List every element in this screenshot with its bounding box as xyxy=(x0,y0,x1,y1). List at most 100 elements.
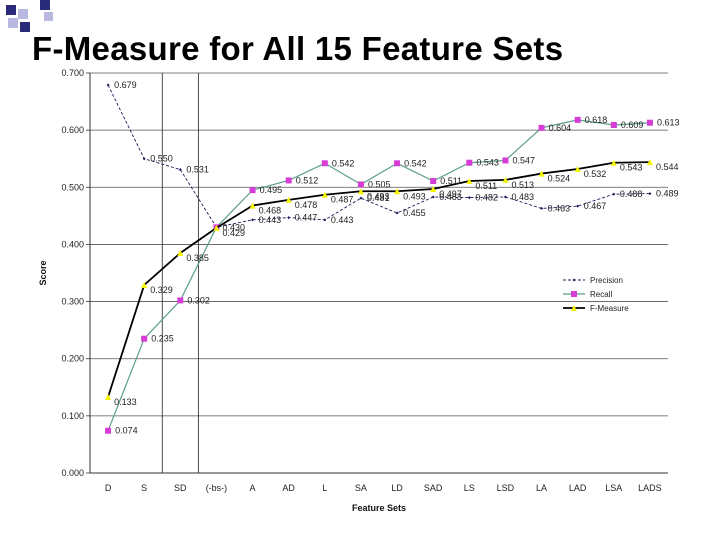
data-label: 0.329 xyxy=(150,285,173,295)
precision-point xyxy=(467,196,471,200)
grid-layer xyxy=(90,72,668,474)
data-label: 0.429 xyxy=(222,228,245,238)
series-line xyxy=(107,119,650,431)
data-label: 0.618 xyxy=(585,115,608,125)
data-label: 0.385 xyxy=(186,253,209,263)
f-measure-point xyxy=(321,191,328,198)
data-label: 0.489 xyxy=(656,189,679,199)
data-label: 0.543 xyxy=(620,163,643,173)
data-label: 0.524 xyxy=(548,174,571,184)
data-label: 0.488 xyxy=(620,189,643,199)
precision-point xyxy=(251,218,255,222)
axis-layer: 0.000 0.100 0.200 0.300 0.400 0.500 0.600 0.700… xyxy=(61,68,668,493)
y-tick-label: 0.500 xyxy=(61,182,84,192)
x-tick-label: (-bs-) xyxy=(206,483,228,493)
recall-point xyxy=(249,187,256,194)
legend-swatch-marker xyxy=(571,305,577,311)
recall-point xyxy=(394,160,401,167)
x-tick-label: LSA xyxy=(605,483,622,493)
x-tick-label: SA xyxy=(355,483,367,493)
x-tick-label: LSD xyxy=(497,483,515,493)
f-measure-point xyxy=(105,394,112,400)
data-label: 0.547 xyxy=(512,155,535,165)
precision-point xyxy=(178,168,182,172)
x-tick-label: A xyxy=(250,483,256,493)
recall-point xyxy=(574,116,581,123)
bullet-square-light-1 xyxy=(18,9,28,19)
data-label: 0.497 xyxy=(439,189,462,199)
y-tick-label: 0.600 xyxy=(61,125,84,135)
series-line xyxy=(107,84,650,228)
precision-point xyxy=(323,218,327,222)
legend-label: F-Measure xyxy=(590,304,629,313)
legend-label: Recall xyxy=(590,290,612,299)
x-tick-label: LAD xyxy=(569,483,587,493)
data-label: 0.679 xyxy=(114,80,137,90)
f-measure-point xyxy=(357,188,364,195)
legend-label: Precision xyxy=(590,276,623,285)
x-tick-label: LADS xyxy=(638,483,662,493)
f-measure-point xyxy=(466,178,473,184)
data-label: 0.468 xyxy=(259,206,282,216)
precision-point xyxy=(142,157,146,161)
recall-point xyxy=(538,124,545,131)
x-axis-title: Feature Sets xyxy=(352,503,406,513)
data-label: 0.455 xyxy=(403,208,426,218)
series-f-measure xyxy=(105,159,653,400)
data-label: 0.609 xyxy=(621,120,644,130)
data-label-layer: 0.679 0.550 0.531 0.430 0.443 0.447 0.443 0.481… xyxy=(114,80,679,436)
precision-point xyxy=(287,216,291,220)
data-label: 0.513 xyxy=(511,180,534,190)
recall-point xyxy=(466,159,473,166)
data-label: 0.511 xyxy=(440,176,462,186)
precision-point xyxy=(648,192,652,196)
data-label: 0.493 xyxy=(403,191,426,201)
data-label: 0.443 xyxy=(331,215,354,225)
f-measure-point xyxy=(574,166,581,172)
precision-point xyxy=(540,206,544,210)
data-label: 0.542 xyxy=(332,158,355,168)
precision-point xyxy=(576,204,580,208)
f-measure-point xyxy=(646,159,653,166)
recall-point xyxy=(285,177,292,184)
data-label: 0.481 xyxy=(367,193,390,203)
recall-point xyxy=(610,122,617,128)
data-label: 0.463 xyxy=(548,203,571,213)
data-label: 0.544 xyxy=(656,162,679,172)
data-label: 0.493 xyxy=(367,191,390,201)
f-measure-point xyxy=(177,250,184,256)
data-label: 0.467 xyxy=(584,201,607,211)
data-label: 0.302 xyxy=(187,295,210,305)
x-tick-label: SD xyxy=(174,483,187,493)
recall-point xyxy=(321,160,328,167)
y-tick-label: 0.700 xyxy=(61,68,84,78)
series-line xyxy=(107,161,650,398)
data-label: 0.074 xyxy=(115,426,138,436)
data-label: 0.512 xyxy=(296,175,319,185)
recall-point xyxy=(177,297,184,304)
series-recall xyxy=(105,116,653,434)
precision-point xyxy=(106,83,110,87)
f-measure-point xyxy=(502,176,509,183)
data-label: 0.604 xyxy=(549,123,572,133)
x-tick-label: AD xyxy=(282,483,295,493)
y-tick-label: 0.000 xyxy=(61,468,84,478)
legend: Precision Recall F-Measure xyxy=(563,276,629,313)
data-label: 0.483 xyxy=(439,192,462,202)
f-measure-point xyxy=(394,188,401,195)
bullet-squares-graphic xyxy=(6,0,53,32)
series-layer xyxy=(105,83,653,434)
data-label: 0.531 xyxy=(186,165,209,175)
data-label: 0.511 xyxy=(475,181,497,191)
data-label: 0.495 xyxy=(260,185,283,195)
recall-point xyxy=(430,178,437,184)
f-measure-point xyxy=(285,196,292,203)
legend-swatch-marker xyxy=(571,291,577,297)
bullet-square-dark-2 xyxy=(20,22,30,32)
precision-point xyxy=(431,195,435,199)
precision-point xyxy=(503,195,507,199)
data-label: 0.482 xyxy=(475,193,498,203)
data-label: 0.543 xyxy=(476,158,499,168)
x-tick-label: LS xyxy=(464,483,475,493)
